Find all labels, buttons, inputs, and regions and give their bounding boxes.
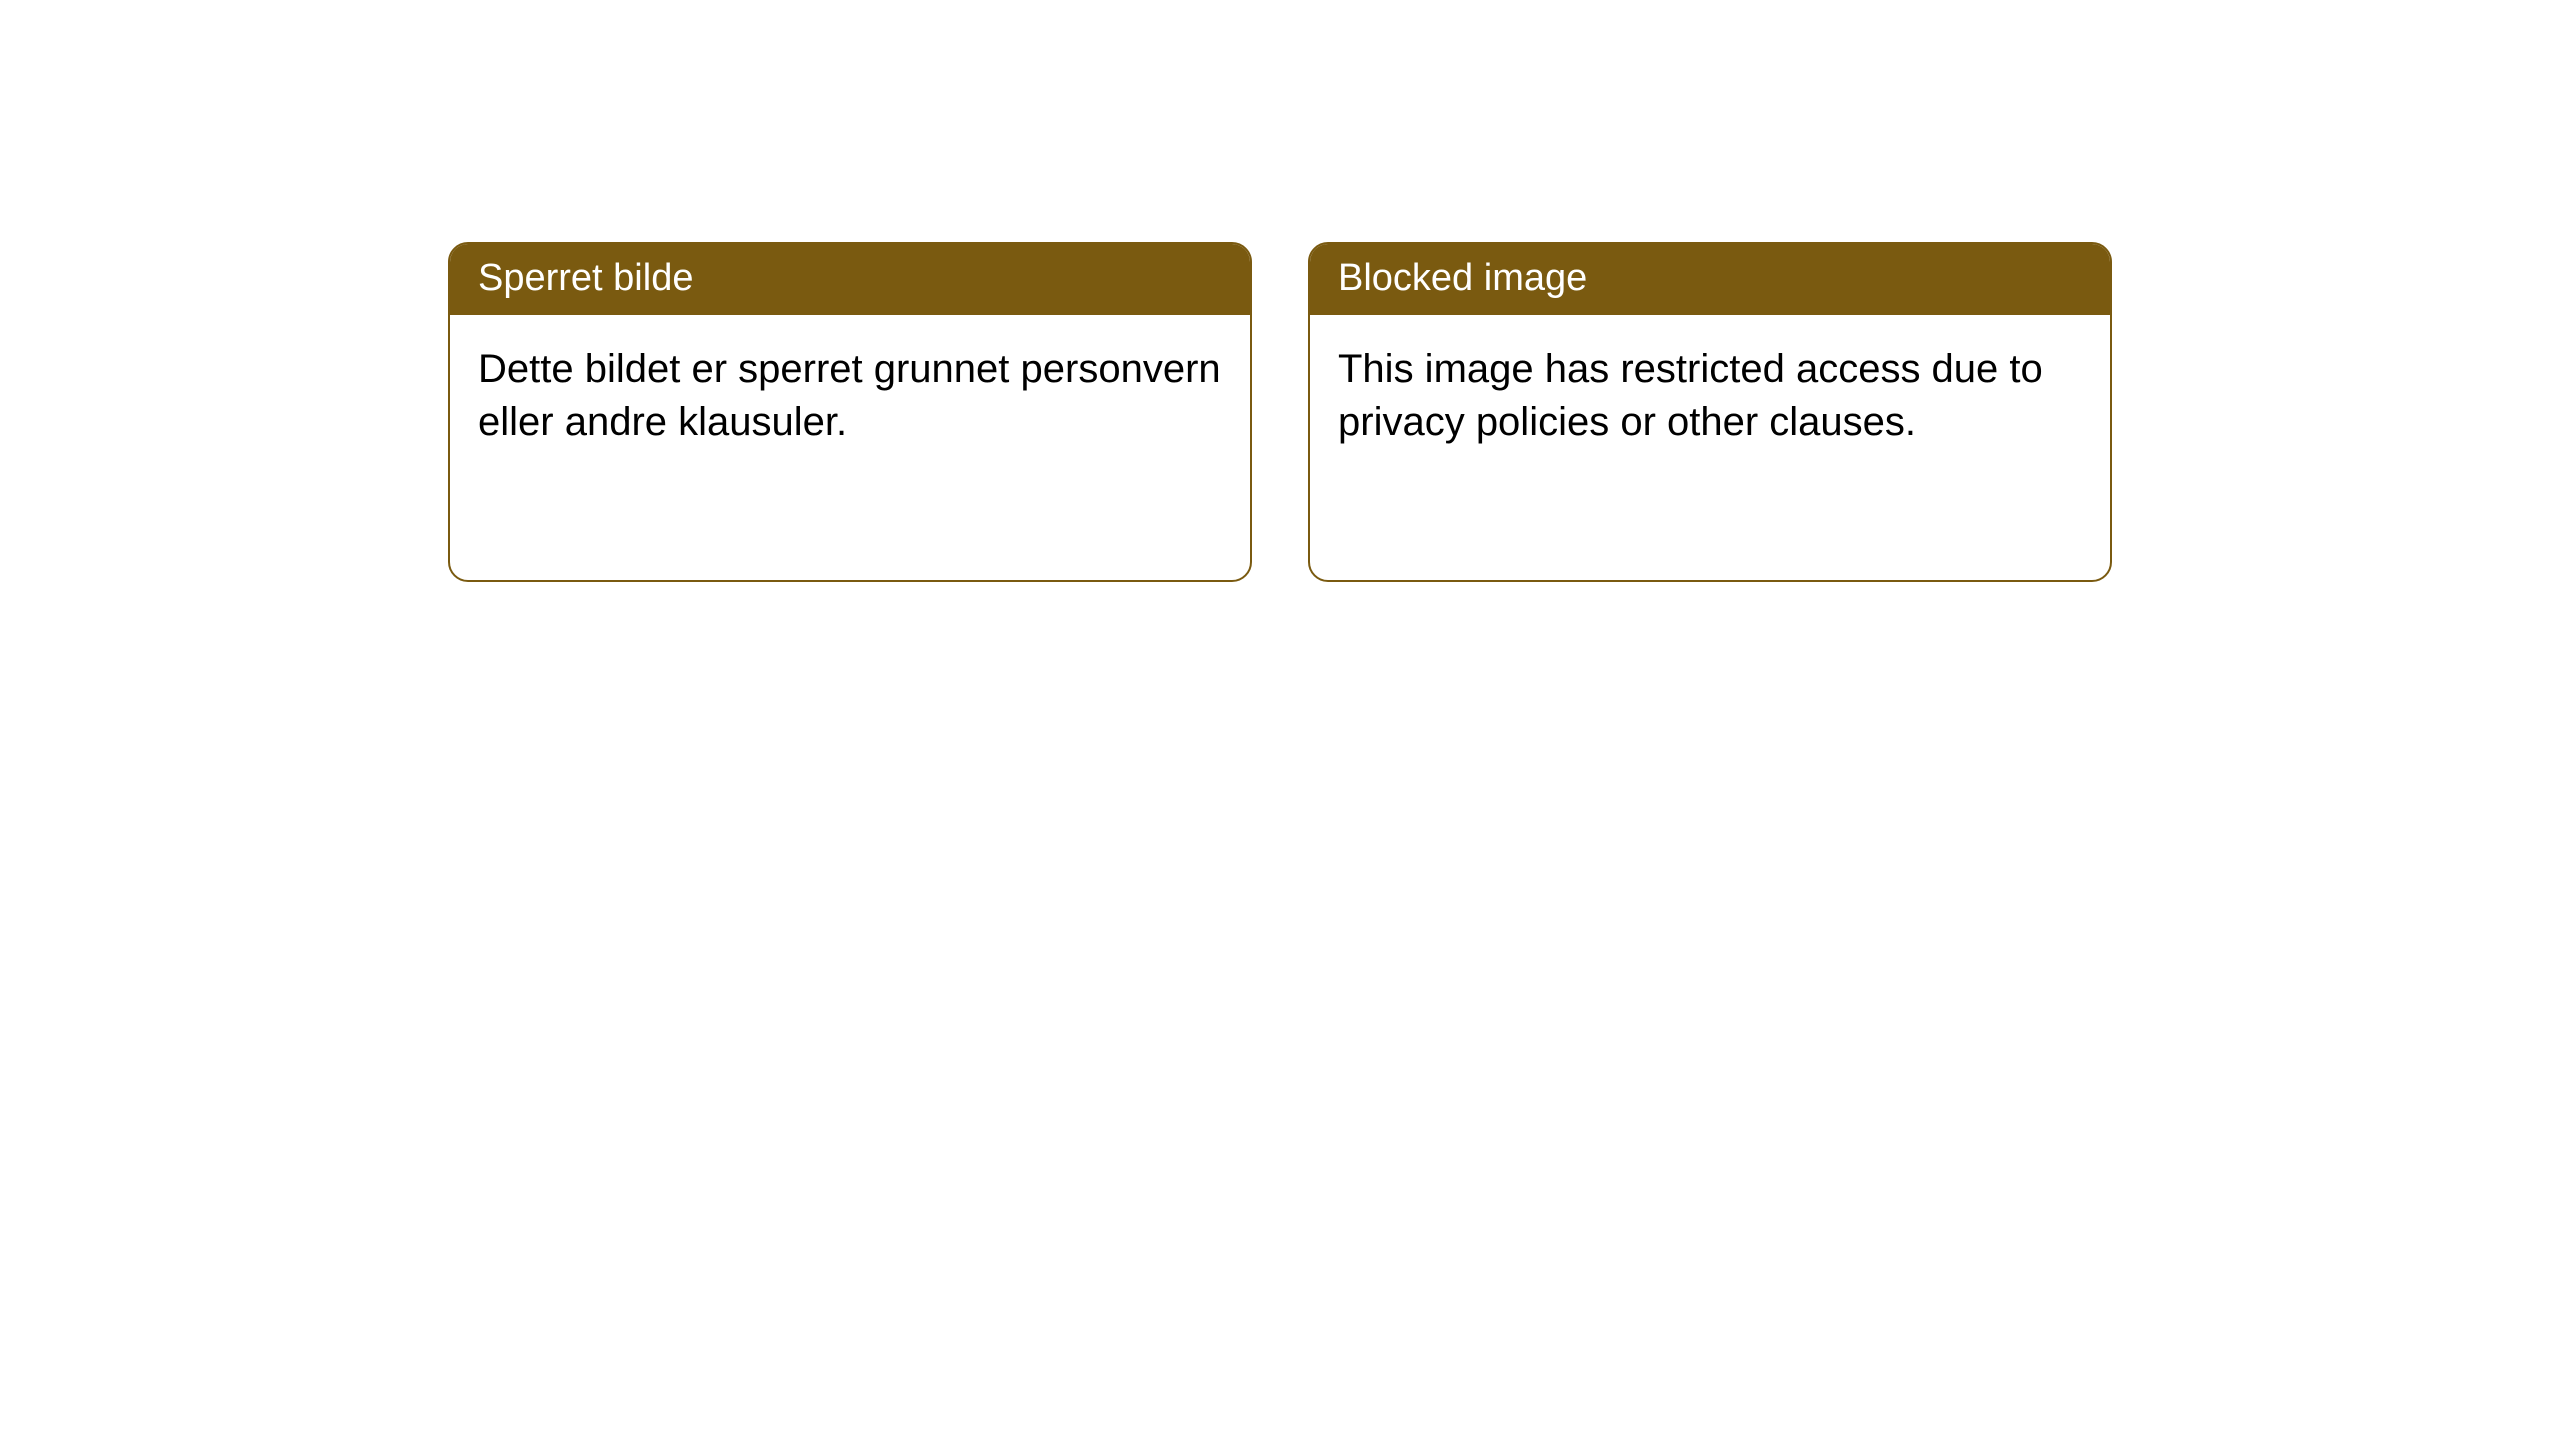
notice-box-no: Sperret bilde Dette bildet er sperret gr… [448, 242, 1252, 582]
notice-body-no: Dette bildet er sperret grunnet personve… [450, 315, 1250, 477]
notice-body-en: This image has restricted access due to … [1310, 315, 2110, 477]
notice-box-en: Blocked image This image has restricted … [1308, 242, 2112, 582]
notice-header-no: Sperret bilde [450, 244, 1250, 315]
notice-title-no: Sperret bilde [478, 257, 693, 299]
notices-container: Sperret bilde Dette bildet er sperret gr… [448, 242, 2112, 582]
notice-header-en: Blocked image [1310, 244, 2110, 315]
notice-message-en: This image has restricted access due to … [1338, 347, 2043, 444]
notice-message-no: Dette bildet er sperret grunnet personve… [478, 347, 1221, 444]
notice-title-en: Blocked image [1338, 257, 1587, 299]
